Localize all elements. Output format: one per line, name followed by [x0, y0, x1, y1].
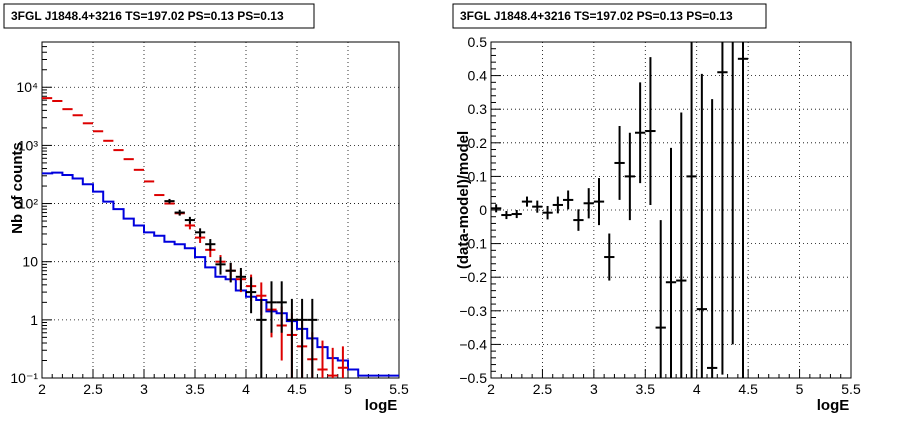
data-point	[225, 262, 236, 283]
x-tick-label: 4.5	[287, 381, 307, 397]
data-point	[532, 200, 543, 213]
x-tick-label: 2.5	[83, 381, 103, 397]
data-point	[164, 198, 175, 204]
x-tick-label: 4.5	[738, 381, 758, 397]
data-point	[276, 281, 287, 333]
data-point	[215, 257, 226, 275]
data-point	[501, 211, 512, 220]
title-box	[452, 3, 767, 29]
data-point	[731, 42, 734, 345]
x-axis-label: logE	[365, 397, 398, 414]
y-tick-label: 1	[30, 312, 38, 328]
data-point	[696, 73, 707, 378]
data-point	[686, 42, 697, 378]
x-tick-label: 3.5	[185, 381, 205, 397]
data-point	[635, 82, 646, 184]
series-1	[491, 42, 749, 378]
y-tick-label: 10³	[18, 137, 39, 153]
y-tick-label: 0.5	[468, 34, 488, 50]
data-point	[307, 298, 318, 378]
plot-frame	[41, 41, 400, 379]
data-point	[717, 42, 728, 375]
data-point	[174, 209, 185, 216]
x-tick-label: 4	[693, 381, 701, 397]
data-point	[676, 112, 687, 378]
data-point	[645, 57, 656, 205]
x-axis-label: logE	[817, 397, 850, 414]
y-tick-label: −0.5	[459, 370, 487, 386]
series-3	[164, 198, 318, 378]
data-point	[266, 281, 277, 333]
data-point	[593, 178, 605, 226]
data-point	[614, 126, 625, 200]
data-point	[665, 147, 677, 378]
data-point	[552, 196, 563, 214]
chart-panel-1: 2 2.5 3 3.5 4 4.5 5 5.5 10⁻¹ 1 10 10² 10³ 10⁴ logE Nb o…	[3, 3, 409, 414]
data-point	[184, 216, 195, 224]
x-tick-label: 2	[38, 381, 46, 397]
data-point	[205, 239, 216, 251]
x-tick-label: 5.5	[841, 381, 861, 397]
x-tick-label: 2	[487, 381, 495, 397]
data-point	[604, 233, 615, 281]
data-point	[337, 346, 348, 378]
y-tick-label: 10	[22, 254, 38, 270]
x-tick-label: 2.5	[533, 381, 553, 397]
data-point	[655, 220, 666, 378]
y-tick-label: 10²	[18, 196, 39, 212]
y-tick-label: 0.2	[468, 135, 488, 151]
y-tick-label: −0.3	[459, 303, 487, 319]
y-tick-label: 0.4	[468, 68, 488, 84]
y-axis-label: Nb of counts	[9, 142, 26, 234]
y-axis-label: (data-model)/model	[455, 131, 472, 269]
x-tick-label: 5.5	[389, 381, 409, 397]
y-tick-label: 0.1	[468, 168, 488, 184]
data-point	[737, 42, 749, 378]
histogram-step-line	[42, 171, 399, 377]
data-point	[195, 228, 206, 238]
data-point	[327, 347, 338, 378]
x-tick-label: 5	[344, 381, 352, 397]
title-box	[3, 3, 315, 29]
data-point	[583, 188, 594, 219]
y-tick-label: 0.3	[468, 101, 488, 117]
data-layer	[42, 97, 399, 378]
data-point	[246, 277, 257, 314]
data-point	[317, 340, 328, 378]
x-tick-label: 3	[140, 381, 148, 397]
data-point	[286, 298, 297, 378]
chart-title: 3FGL J1848.4+3216 TS=197.02 PS=0.13 PS=0…	[460, 9, 733, 23]
y-tick-label: 10⁴	[16, 79, 38, 95]
data-point	[707, 99, 718, 378]
data-point	[511, 210, 522, 219]
y-tick-label: −0.2	[459, 269, 487, 285]
data-point	[491, 204, 502, 213]
data-point	[521, 196, 533, 207]
y-tick-label: −0.4	[459, 336, 487, 352]
data-point	[542, 205, 553, 220]
data-point	[256, 298, 267, 378]
series-1	[42, 171, 399, 377]
x-tick-label: 3.5	[636, 381, 656, 397]
data-point	[297, 298, 308, 378]
y-tick-label: 0	[479, 202, 487, 218]
y-tick-label: 10⁻¹	[10, 370, 38, 386]
y-tick-label: −0.1	[459, 236, 487, 252]
data-point	[573, 209, 584, 231]
chart-title: 3FGL J1848.4+3216 TS=197.02 PS=0.13 PS=0…	[11, 9, 284, 23]
x-tick-label: 5	[796, 381, 804, 397]
data-layer	[491, 42, 749, 378]
chart-panel-2: 2 2.5 3 3.5 4 4.5 5 5.5 −0.5 −0.4 −0.3 −0.2 −0.1 0 0.1…	[452, 3, 861, 414]
data-point	[235, 267, 246, 291]
x-tick-label: 4	[242, 381, 250, 397]
x-tick-label: 3	[590, 381, 598, 397]
data-point	[563, 190, 574, 210]
data-point	[624, 132, 635, 221]
